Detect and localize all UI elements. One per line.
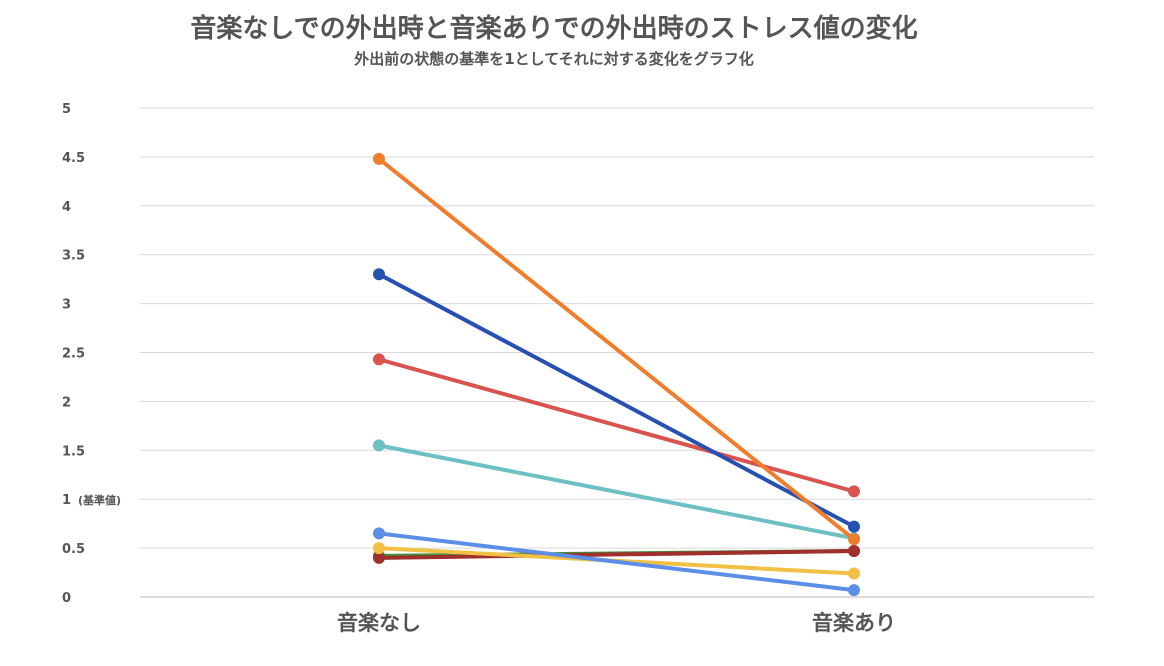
y-tick-label: 3.5 (62, 249, 85, 264)
y-tick-note: (基準値) (78, 493, 121, 507)
y-tick-label: 2 (62, 395, 71, 410)
y-tick-label: 0.5 (62, 542, 85, 557)
x-tick-label: 音楽あり (812, 611, 896, 635)
data-point (848, 545, 860, 558)
y-tick-label: 0 (62, 591, 71, 606)
data-point (848, 485, 860, 498)
data-point (373, 353, 385, 366)
series-3 (373, 353, 860, 498)
series-1 (373, 152, 860, 546)
chart-title: 音楽なしでの外出時と音楽ありでの外出時のストレス値の変化 (190, 13, 917, 44)
grid-layer (140, 107, 1094, 598)
y-axis-ticks: 0 0.5 1 (基準値) 1.5 2 2.5 3 3.5 4 4.5 5 (62, 102, 121, 606)
y-tick-label: 5 (62, 102, 71, 117)
data-point (848, 567, 860, 580)
series-line (377, 531, 856, 593)
series-line (377, 357, 856, 494)
series-5 (373, 527, 860, 597)
y-tick-label: 4 (62, 200, 71, 215)
data-point (848, 584, 860, 597)
y-tick-label: 1 (62, 493, 71, 508)
series-line (377, 272, 856, 529)
y-tick-label: 2.5 (62, 347, 85, 362)
data-point (848, 533, 860, 546)
data-point (373, 268, 385, 281)
data-point (373, 527, 385, 540)
x-axis-ticks: 音楽なし 音楽あり (337, 611, 896, 635)
y-tick-label: 4.5 (62, 151, 85, 166)
data-point (848, 520, 860, 533)
y-tick-label: 1.5 (62, 444, 85, 459)
data-point (373, 542, 385, 555)
series-7 (373, 545, 860, 564)
x-tick-label: 音楽なし (337, 611, 421, 635)
series-line (377, 443, 856, 541)
series-2 (373, 268, 860, 533)
data-point (373, 439, 385, 452)
series-line (377, 156, 856, 542)
chart-subtitle: 外出前の状態の基準を1としてそれに対する変化をグラフ化 (353, 50, 754, 68)
y-tick-label: 3 (62, 298, 71, 313)
data-point (373, 152, 385, 165)
series-layer (373, 152, 860, 597)
data-point (373, 551, 385, 564)
series-line (377, 549, 856, 560)
